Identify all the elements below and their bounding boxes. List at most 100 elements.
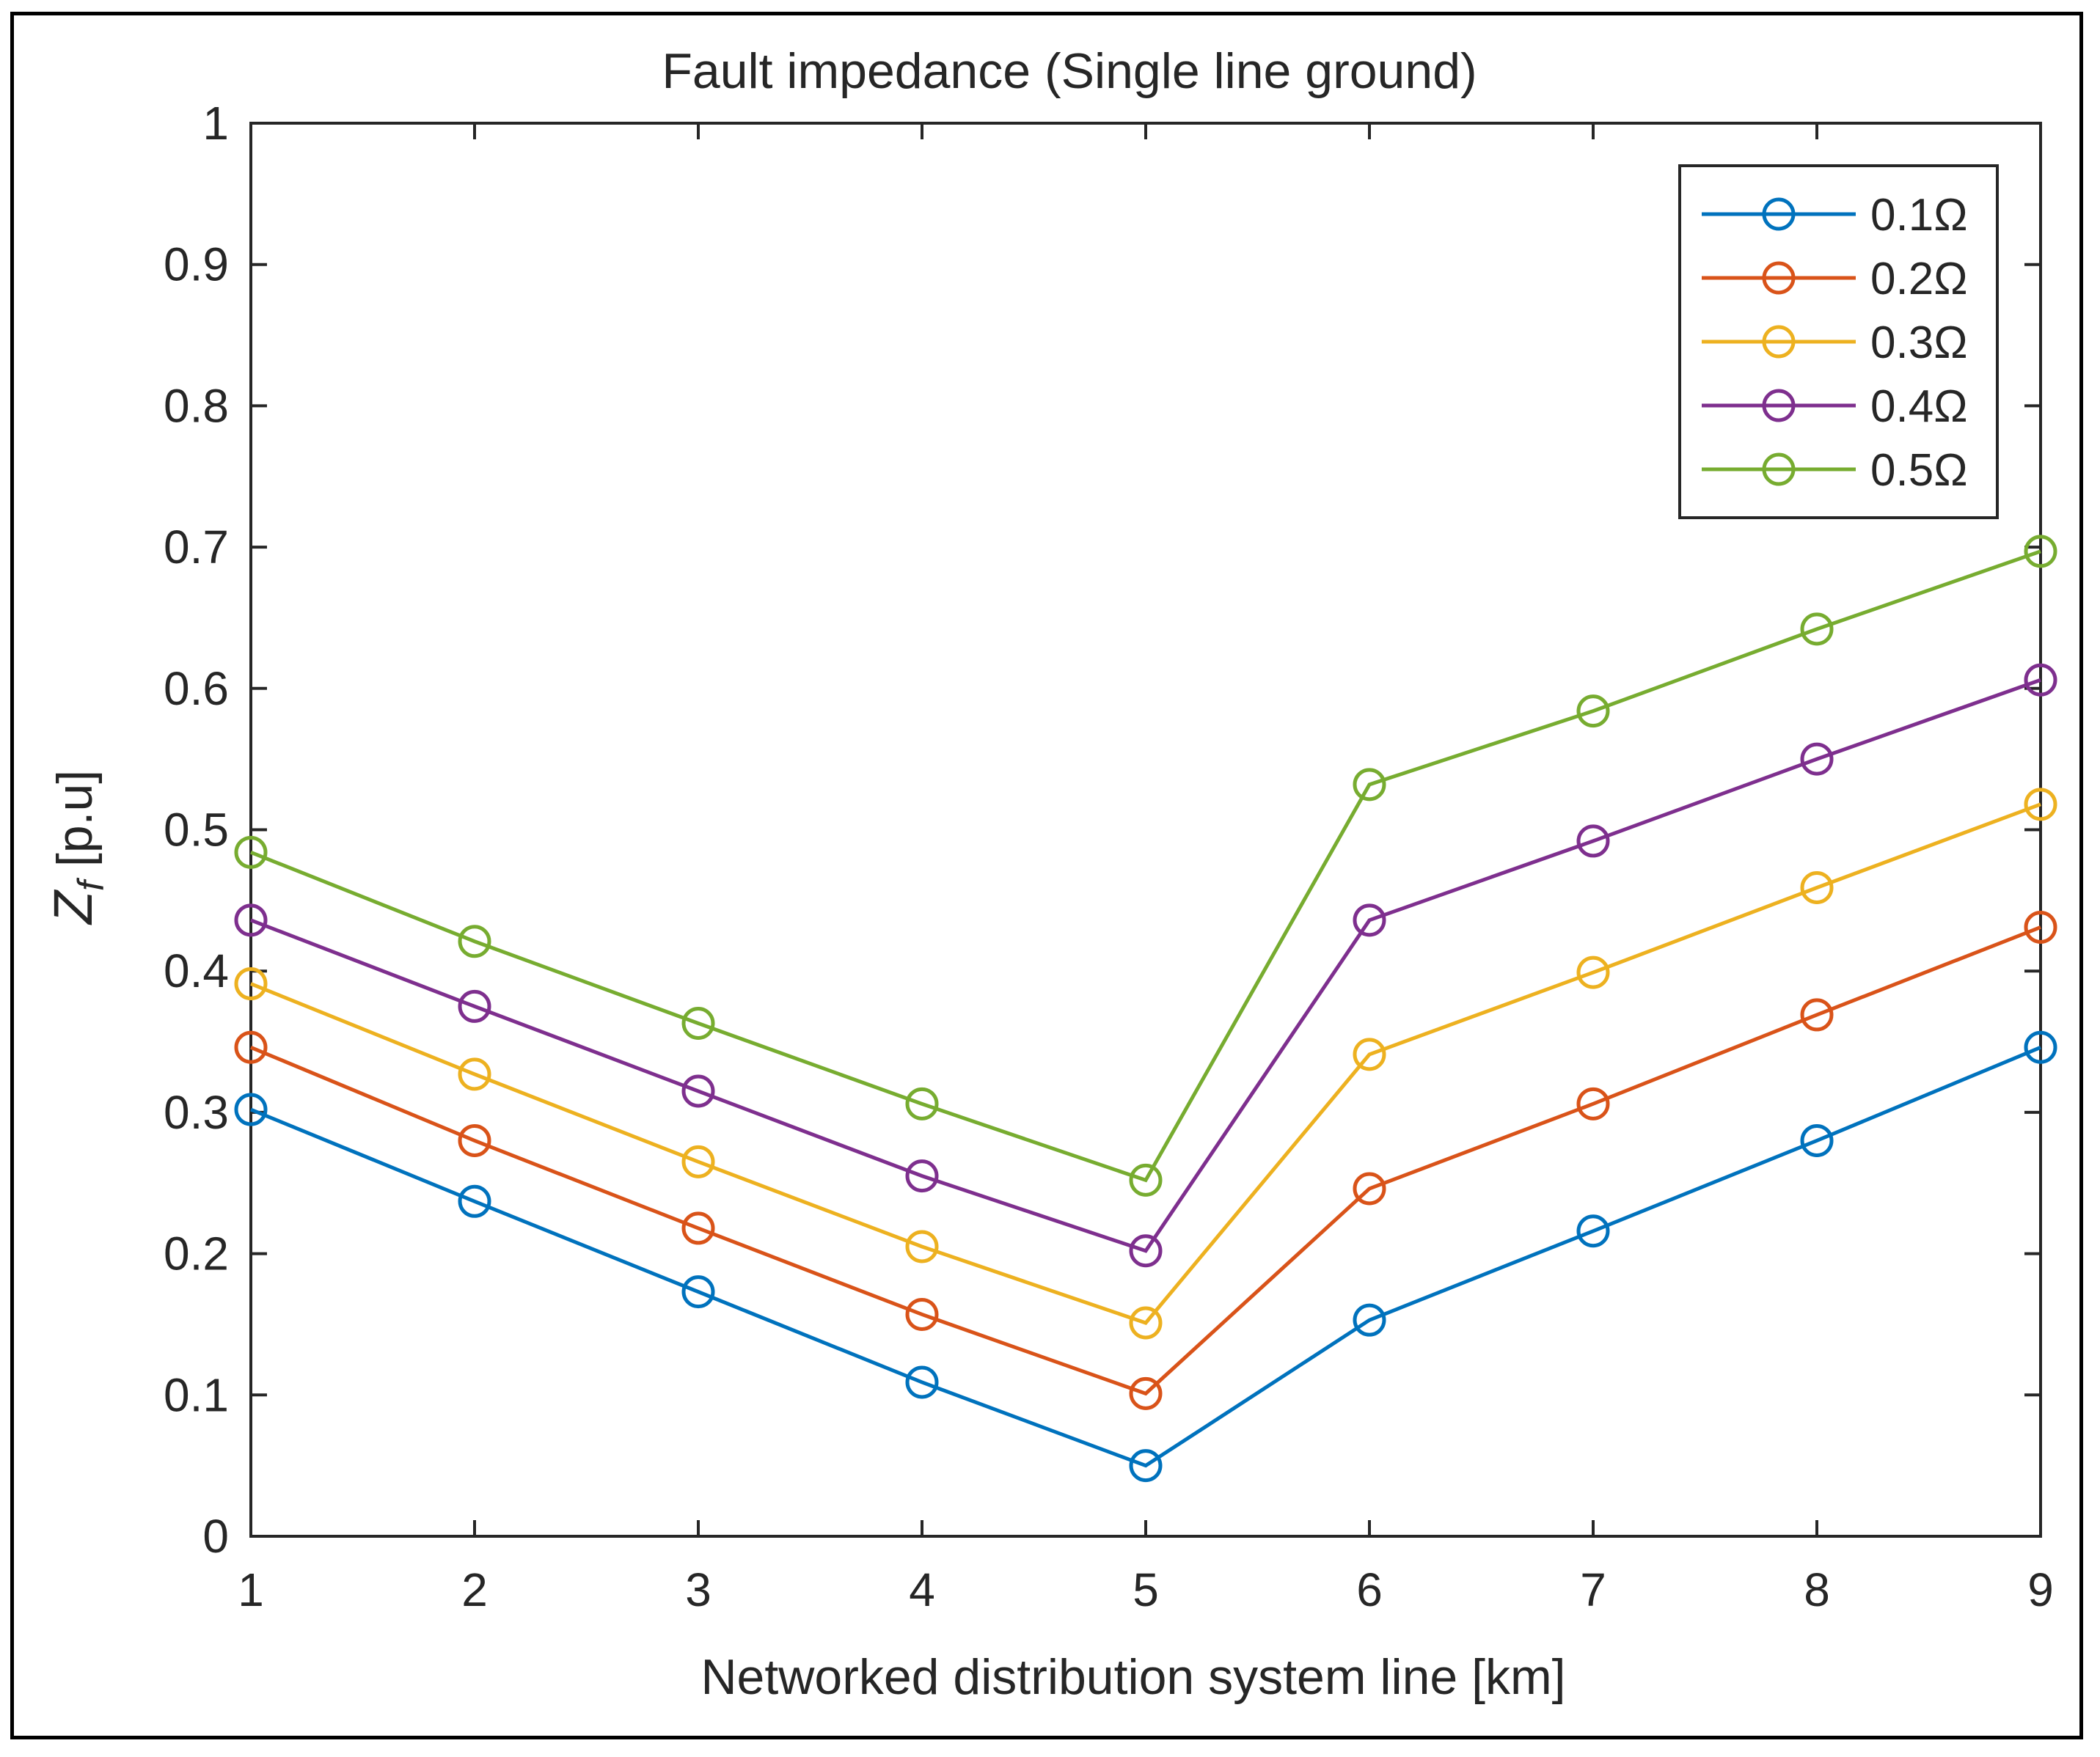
series-0 xyxy=(234,1030,2057,1483)
series-line-4 xyxy=(250,549,2041,1183)
data-point xyxy=(1800,871,1834,905)
data-point xyxy=(681,1211,715,1245)
data-point xyxy=(458,1184,491,1218)
series-line-1 xyxy=(250,925,2041,1396)
legend-item-1: 0.2Ω xyxy=(1702,254,1968,304)
legend-label: 0.2Ω xyxy=(1870,254,1968,304)
data-point xyxy=(905,1365,939,1399)
y-tick-label: 0.1 xyxy=(164,1368,229,1421)
legend: 0.1Ω 0.2Ω 0.3Ω 0.4Ω 0.5Ω xyxy=(1678,164,1999,519)
data-point xyxy=(458,1057,491,1091)
data-point xyxy=(905,1159,939,1193)
data-point xyxy=(1353,768,1386,802)
y-tick-label: 0.2 xyxy=(164,1228,229,1280)
data-point xyxy=(1129,1449,1163,1483)
legend-item-0: 0.1Ω xyxy=(1702,190,1968,241)
series-layer xyxy=(234,535,2057,1483)
y-axis-label: Zf [p.u] xyxy=(43,770,111,925)
data-point xyxy=(1800,742,1834,776)
data-point xyxy=(681,1275,715,1309)
series-line-3 xyxy=(250,678,2041,1253)
series-line-0 xyxy=(250,1045,2041,1468)
data-point xyxy=(1576,694,1610,728)
y-tick-label: 0.5 xyxy=(164,804,229,857)
series-2 xyxy=(234,788,2057,1340)
data-point xyxy=(905,1230,939,1263)
x-tick-label: 6 xyxy=(1356,1563,1383,1616)
data-point xyxy=(1576,1087,1610,1120)
data-point xyxy=(905,1087,939,1120)
data-point xyxy=(1800,612,1834,646)
data-point xyxy=(1800,998,1834,1032)
y-axis: 0 0.1 0.2 0.3 0.4 0.5 0.6 0.7 0.8 0.9 1 xyxy=(164,97,2041,1563)
data-point xyxy=(1576,955,1610,989)
legend-label: 0.1Ω xyxy=(1870,190,1968,241)
y-tick-label: 0.9 xyxy=(164,238,229,291)
data-point xyxy=(2024,1030,2057,1064)
data-point xyxy=(681,1006,715,1040)
series-line-2 xyxy=(250,802,2041,1325)
data-point xyxy=(1353,1038,1386,1071)
data-point xyxy=(458,925,491,958)
data-point xyxy=(1129,1163,1163,1197)
data-point xyxy=(1576,824,1610,858)
data-point xyxy=(905,1297,939,1331)
legend-marker xyxy=(1762,325,1796,359)
legend-label: 0.4Ω xyxy=(1870,381,1968,432)
y-axis-label-symbol: Z xyxy=(43,889,103,925)
data-point xyxy=(1129,1376,1163,1410)
data-point xyxy=(234,1093,268,1126)
data-point xyxy=(1353,1303,1386,1337)
data-point xyxy=(458,1123,491,1157)
data-point xyxy=(2024,788,2057,821)
legend-label: 0.5Ω xyxy=(1870,445,1968,496)
data-point xyxy=(1576,1214,1610,1248)
y-tick-label: 0 xyxy=(202,1510,229,1563)
x-tick-label: 9 xyxy=(2027,1563,2054,1616)
data-point xyxy=(458,989,491,1023)
x-axis-label: Networked distribution system line [km] xyxy=(700,1649,1565,1705)
y-tick-label: 1 xyxy=(202,97,229,150)
data-point xyxy=(1800,1123,1834,1157)
series-3 xyxy=(234,663,2057,1268)
x-tick-label: 8 xyxy=(1804,1563,1830,1616)
x-tick-label: 4 xyxy=(909,1563,935,1616)
legend-item-3: 0.4Ω xyxy=(1702,381,1968,432)
data-point xyxy=(2024,910,2057,944)
data-point xyxy=(1353,1172,1386,1206)
legend-marker xyxy=(1762,197,1796,231)
data-point xyxy=(234,835,268,869)
x-tick-label: 5 xyxy=(1133,1563,1159,1616)
x-axis: 1 2 3 4 5 6 7 8 9 xyxy=(238,123,2054,1616)
y-tick-label: 0.3 xyxy=(164,1086,229,1139)
data-point xyxy=(681,1145,715,1178)
y-tick-label: 0.6 xyxy=(164,662,229,715)
legend-marker xyxy=(1762,389,1796,422)
series-4 xyxy=(234,535,2057,1197)
data-point xyxy=(2024,663,2057,697)
data-point xyxy=(1129,1234,1163,1268)
data-point xyxy=(234,1030,268,1064)
data-point xyxy=(234,903,268,937)
legend-label: 0.3Ω xyxy=(1870,318,1968,368)
legend-marker xyxy=(1762,452,1796,486)
y-axis-label-unit: [p.u] xyxy=(47,770,103,881)
chart-title: Fault impedance (Single line ground) xyxy=(662,43,1477,99)
data-point xyxy=(234,967,268,1001)
data-point xyxy=(681,1074,715,1108)
data-point xyxy=(1129,1306,1163,1340)
x-tick-label: 1 xyxy=(238,1563,264,1616)
y-tick-label: 0.8 xyxy=(164,379,229,432)
legend-marker xyxy=(1762,261,1796,295)
legend-item-2: 0.3Ω xyxy=(1702,318,1968,368)
x-tick-label: 2 xyxy=(461,1563,488,1616)
y-tick-label: 0.4 xyxy=(164,944,229,997)
y-tick-label: 0.7 xyxy=(164,521,229,573)
legend-item-4: 0.5Ω xyxy=(1702,445,1968,496)
data-point xyxy=(1353,903,1386,937)
x-tick-label: 7 xyxy=(1580,1563,1606,1616)
series-1 xyxy=(234,910,2057,1410)
x-tick-label: 3 xyxy=(685,1563,711,1616)
data-point xyxy=(2024,535,2057,568)
